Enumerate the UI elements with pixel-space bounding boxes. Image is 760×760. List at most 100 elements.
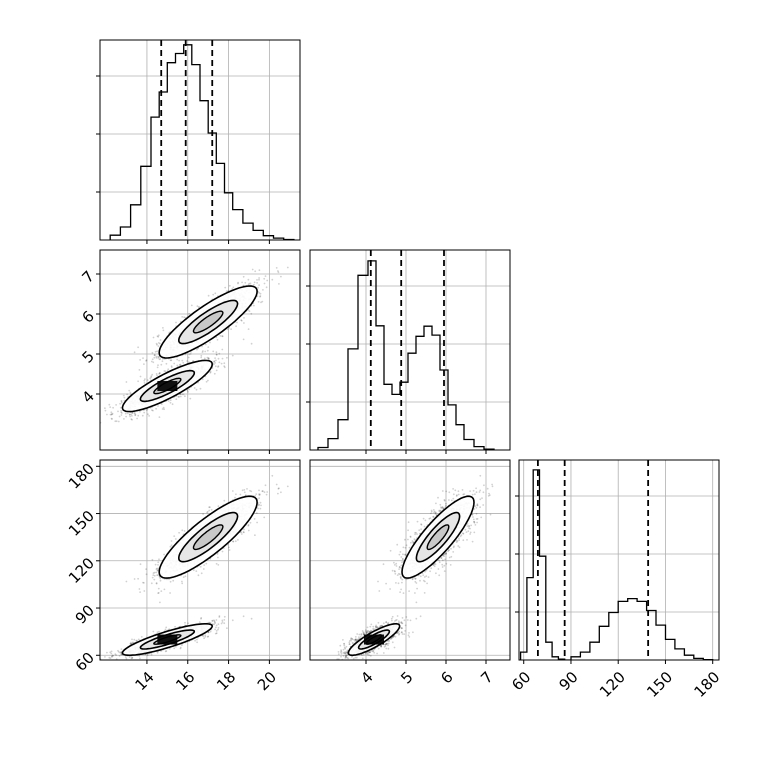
- scatter-point: [153, 356, 156, 359]
- scatter-point: [217, 556, 219, 559]
- scatter-point: [221, 335, 224, 338]
- scatter-point: [143, 582, 145, 584]
- scatter-point: [175, 321, 177, 324]
- scatter-point: [181, 582, 184, 585]
- scatter-point: [215, 354, 218, 356]
- scatter-point: [162, 406, 165, 409]
- scatter-point: [213, 372, 216, 375]
- scatter-point: [111, 655, 113, 658]
- scatter-point: [176, 358, 179, 361]
- scatter-point: [249, 521, 252, 524]
- scatter-point: [208, 509, 211, 512]
- scatter-point: [208, 621, 210, 624]
- scatter-point: [242, 338, 245, 341]
- scatter-point: [137, 638, 140, 641]
- scatter-point: [232, 540, 234, 543]
- scatter-point: [258, 284, 260, 286]
- scatter-point: [170, 540, 173, 542]
- scatter-point: [131, 657, 134, 659]
- scatter-point: [188, 312, 191, 315]
- scatter-point: [179, 395, 182, 398]
- scatter-point: [133, 351, 136, 354]
- scatter-point: [130, 641, 132, 644]
- scatter-point: [119, 406, 122, 409]
- scatter-point: [257, 507, 259, 510]
- scatter-point: [228, 284, 231, 287]
- scatter-point: [254, 270, 257, 273]
- scatter-point: [165, 362, 168, 365]
- scatter-point: [208, 358, 210, 360]
- scatter-point: [108, 403, 111, 406]
- scatter-point: [138, 588, 141, 590]
- scatter-point: [189, 397, 192, 400]
- scatter-point: [119, 651, 121, 654]
- scatter-point: [263, 491, 266, 494]
- scatter-point: [143, 363, 145, 365]
- scatter-point: [124, 666, 126, 668]
- scatter-point: [184, 353, 187, 356]
- scatter-point: [109, 651, 112, 654]
- scatter-point: [258, 494, 261, 496]
- scatter-point: [226, 356, 228, 359]
- scatter-point: [125, 657, 128, 660]
- histogram-panel-1: [306, 249, 511, 454]
- scatter-point: [142, 581, 144, 584]
- scatter-point: [110, 652, 113, 655]
- scatter-point: [156, 335, 159, 338]
- scatter-point: [157, 405, 159, 407]
- scatter-point: [143, 379, 146, 382]
- scatter-point: [213, 360, 216, 363]
- scatter-point: [132, 641, 134, 644]
- scatter-point: [151, 576, 154, 579]
- scatter-point: [226, 328, 229, 331]
- scatter-point: [240, 319, 243, 321]
- density-fill: [193, 311, 223, 333]
- scatter-point: [265, 286, 268, 289]
- scatter-point: [170, 544, 173, 547]
- scatter-point: [188, 353, 191, 356]
- scatter-point: [255, 493, 258, 495]
- scatter-point: [142, 357, 144, 359]
- scatter-point: [259, 295, 261, 298]
- scatter-point: [94, 417, 96, 419]
- scatter-point: [215, 353, 218, 356]
- scatter-point: [156, 651, 159, 654]
- scatter-point: [256, 282, 258, 284]
- scatter-point: [120, 411, 123, 414]
- scatter-point: [178, 364, 181, 366]
- scatter-point: [187, 391, 189, 393]
- scatter-point: [112, 406, 114, 409]
- scatter-point: [280, 491, 282, 494]
- scatter-point: [138, 655, 141, 657]
- scatter-point: [258, 497, 260, 499]
- scatter-point: [158, 358, 161, 361]
- scatter-point: [263, 516, 266, 519]
- scatter-point: [120, 399, 123, 402]
- scatter-point: [277, 487, 280, 490]
- scatter-point: [215, 630, 218, 632]
- scatter-point: [223, 615, 226, 618]
- scatter-point: [214, 357, 217, 359]
- scatter-point: [241, 489, 244, 492]
- scatter-point: [119, 402, 121, 405]
- scatter-point: [157, 357, 160, 359]
- scatter-point: [123, 396, 126, 399]
- scatter-point: [177, 395, 180, 398]
- contour-line: [121, 359, 214, 413]
- scatter-point: [156, 366, 159, 369]
- scatter-point: [221, 619, 224, 622]
- scatter-point: [111, 655, 113, 658]
- scatter-point: [217, 505, 220, 507]
- scatter-point: [181, 316, 184, 318]
- scatter-point: [150, 375, 153, 378]
- scatter-point: [202, 635, 205, 638]
- scatter-point: [176, 364, 179, 367]
- scatter-point: [266, 279, 269, 282]
- scatter-point: [258, 504, 260, 506]
- scatter-point: [200, 617, 203, 619]
- scatter-point: [277, 492, 279, 495]
- scatter-point: [129, 415, 132, 418]
- scatter-point: [117, 410, 119, 413]
- scatter-point: [155, 373, 158, 375]
- scatter-point: [223, 362, 226, 365]
